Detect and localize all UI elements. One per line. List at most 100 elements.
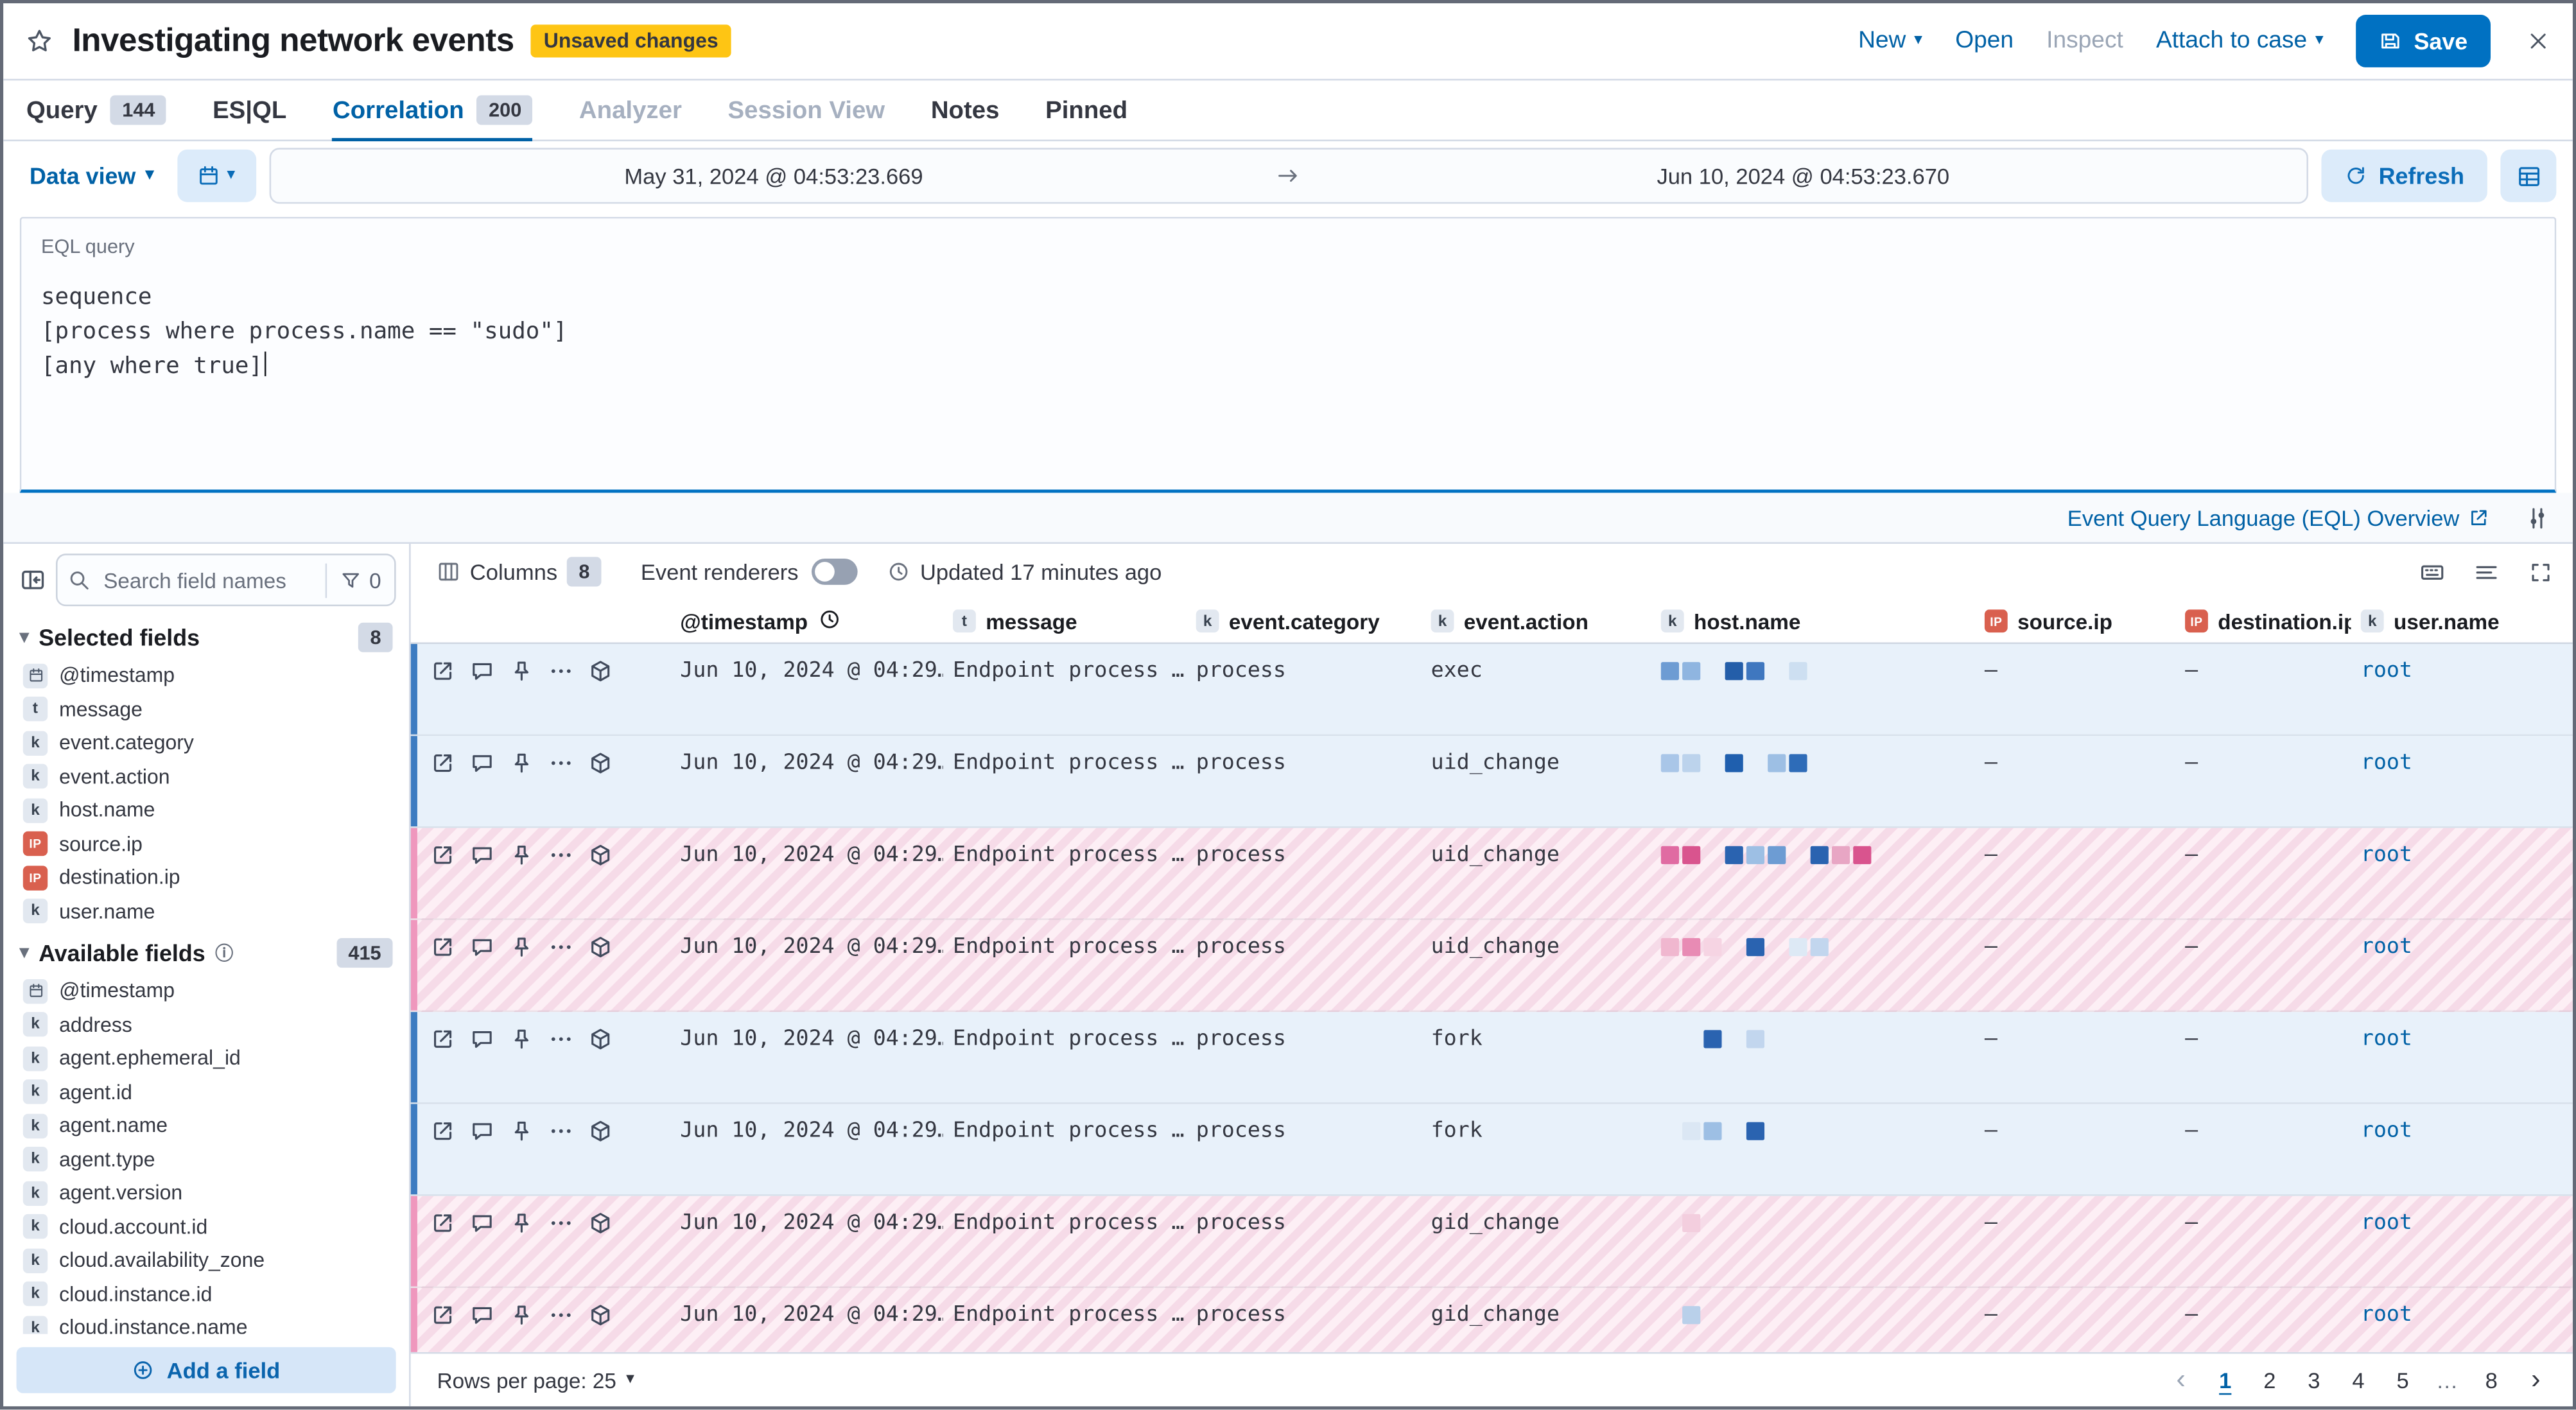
cell-event-category[interactable]: process (1196, 1027, 1286, 1052)
field-item-host-name[interactable]: k host.name (3, 794, 409, 827)
tab-session-view[interactable]: Session View (728, 80, 885, 139)
cell-message[interactable]: Endpoint process … (953, 1210, 1185, 1236)
cell-event-action[interactable]: fork (1431, 1118, 1483, 1144)
cell-message[interactable]: Endpoint process … (953, 751, 1185, 776)
field-item-message[interactable]: t message (3, 692, 409, 726)
expand-event-icon[interactable] (430, 1027, 455, 1051)
favorite-star-icon[interactable] (23, 24, 56, 57)
cell-event-category[interactable]: process (1196, 751, 1286, 776)
start-date-button[interactable]: May 31, 2024 @ 04:53:23.669 (270, 162, 1277, 189)
cell-timestamp[interactable]: Jun 10, 2024 @ 04:29… (680, 842, 943, 867)
expand-event-icon[interactable] (430, 1303, 455, 1327)
tab-analyzer[interactable]: Analyzer (579, 80, 682, 139)
page-button-3[interactable]: 3 (2293, 1359, 2335, 1400)
add-note-icon[interactable] (470, 935, 494, 959)
more-actions-icon[interactable] (549, 1118, 573, 1143)
cell-user-name[interactable]: root (2360, 1210, 2412, 1236)
field-item-agent-version[interactable]: k agent.version (3, 1176, 409, 1210)
cell-event-category[interactable]: process (1196, 659, 1286, 684)
expand-event-icon[interactable] (430, 843, 455, 867)
column-header-message[interactable]: t message (943, 609, 1187, 633)
expand-event-icon[interactable] (430, 659, 455, 683)
eql-query-editor[interactable]: EQL query sequence [process where proces… (19, 216, 2557, 493)
pin-event-icon[interactable] (509, 1211, 534, 1235)
expand-event-icon[interactable] (430, 935, 455, 959)
cell-timestamp[interactable]: Jun 10, 2024 @ 04:29… (680, 1027, 943, 1052)
cell-user-name[interactable]: root (2360, 659, 2412, 684)
attach-to-case-button[interactable]: Attach to case ▾ (2156, 28, 2324, 54)
add-note-icon[interactable] (470, 843, 494, 867)
field-item-event-category[interactable]: k event.category (3, 726, 409, 760)
add-note-icon[interactable] (470, 1211, 494, 1235)
pin-event-icon[interactable] (509, 843, 534, 867)
analyze-event-icon[interactable] (588, 1303, 613, 1327)
cell-event-action[interactable]: gid_change (1431, 1210, 1560, 1236)
column-header-event-action[interactable]: k event.action (1421, 609, 1651, 633)
cell-user-name[interactable]: root (2360, 751, 2412, 776)
field-item-timestamp[interactable]: @timestamp (3, 974, 409, 1007)
tab-pinned[interactable]: Pinned (1045, 80, 1127, 139)
cell-timestamp[interactable]: Jun 10, 2024 @ 04:29… (680, 659, 943, 684)
cell-event-category[interactable]: process (1196, 1303, 1286, 1328)
data-view-button[interactable]: Data view ▾ (20, 161, 164, 191)
page-button-1[interactable]: 1 (2205, 1359, 2246, 1400)
pin-event-icon[interactable] (509, 1303, 534, 1327)
cell-event-action[interactable]: uid_change (1431, 842, 1560, 867)
analyze-event-icon[interactable] (588, 1118, 613, 1143)
cell-user-name[interactable]: root (2360, 1027, 2412, 1052)
cell-event-category[interactable]: process (1196, 1210, 1286, 1236)
cell-user-name[interactable]: root (2360, 1303, 2412, 1328)
pin-event-icon[interactable] (509, 1118, 534, 1143)
cell-message[interactable]: Endpoint process … (953, 1303, 1185, 1328)
expand-event-icon[interactable] (430, 1118, 455, 1143)
close-icon[interactable] (2523, 26, 2553, 56)
pin-event-icon[interactable] (509, 659, 534, 683)
pin-event-icon[interactable] (509, 751, 534, 775)
field-item-cloud-instance-name[interactable]: k cloud.instance.name (3, 1311, 409, 1334)
field-item-source-ip[interactable]: IP source.ip (3, 827, 409, 860)
add-note-icon[interactable] (470, 751, 494, 775)
open-button[interactable]: Open (1955, 28, 2014, 54)
field-item-agent-type[interactable]: k agent.type (3, 1143, 409, 1176)
display-options-icon[interactable] (2471, 556, 2502, 588)
add-note-icon[interactable] (470, 1027, 494, 1051)
cell-event-category[interactable]: process (1196, 842, 1286, 867)
tab-es-ql[interactable]: ES|QL (213, 80, 286, 139)
add-note-icon[interactable] (470, 1303, 494, 1327)
page-button-5[interactable]: 5 (2382, 1359, 2423, 1400)
field-item-address[interactable]: k address (3, 1008, 409, 1041)
cell-message[interactable]: Endpoint process … (953, 659, 1185, 684)
cell-event-action[interactable]: gid_change (1431, 1303, 1560, 1328)
cell-event-action[interactable]: uid_change (1431, 751, 1560, 776)
new-menu-button[interactable]: New ▾ (1858, 28, 1922, 54)
cell-timestamp[interactable]: Jun 10, 2024 @ 04:29… (680, 751, 943, 776)
column-header-destination-ip[interactable]: IP destination.ip (2175, 609, 2351, 633)
cell-event-action[interactable]: uid_change (1431, 934, 1560, 960)
analyze-event-icon[interactable] (588, 751, 613, 775)
cell-user-name[interactable]: root (2360, 934, 2412, 960)
selected-fields-header[interactable]: ▾ Selected fields 8 (3, 613, 409, 659)
column-header-user-name[interactable]: k user.name (2351, 609, 2572, 633)
pin-event-icon[interactable] (509, 935, 534, 959)
field-filters-button[interactable]: 0 (325, 562, 385, 598)
tab-query[interactable]: Query 144 (26, 80, 167, 139)
cell-user-name[interactable]: root (2360, 842, 2412, 867)
cell-message[interactable]: Endpoint process … (953, 934, 1185, 960)
analyze-event-icon[interactable] (588, 659, 613, 683)
more-actions-icon[interactable] (549, 659, 573, 683)
analyze-event-icon[interactable] (588, 843, 613, 867)
event-renderers-toggle[interactable]: Event renderers (641, 558, 858, 585)
cell-timestamp[interactable]: Jun 10, 2024 @ 04:29… (680, 934, 943, 960)
cell-event-action[interactable]: fork (1431, 1027, 1483, 1052)
end-date-button[interactable]: Jun 10, 2024 @ 04:53:23.670 (1300, 162, 2307, 189)
cell-timestamp[interactable]: Jun 10, 2024 @ 04:29… (680, 1210, 943, 1236)
column-header-source-ip[interactable]: IP source.ip (1975, 609, 2175, 633)
previous-page-icon[interactable]: ‹ (2161, 1359, 2202, 1400)
columns-button[interactable]: Columns 8 (427, 555, 611, 588)
more-actions-icon[interactable] (549, 843, 573, 867)
field-item-cloud-instance-id[interactable]: k cloud.instance.id (3, 1277, 409, 1310)
field-item-agent-name[interactable]: k agent.name (3, 1109, 409, 1142)
field-item-agent-id[interactable]: k agent.id (3, 1075, 409, 1109)
analyze-event-icon[interactable] (588, 1211, 613, 1235)
field-item-user-name[interactable]: k user.name (3, 894, 409, 928)
